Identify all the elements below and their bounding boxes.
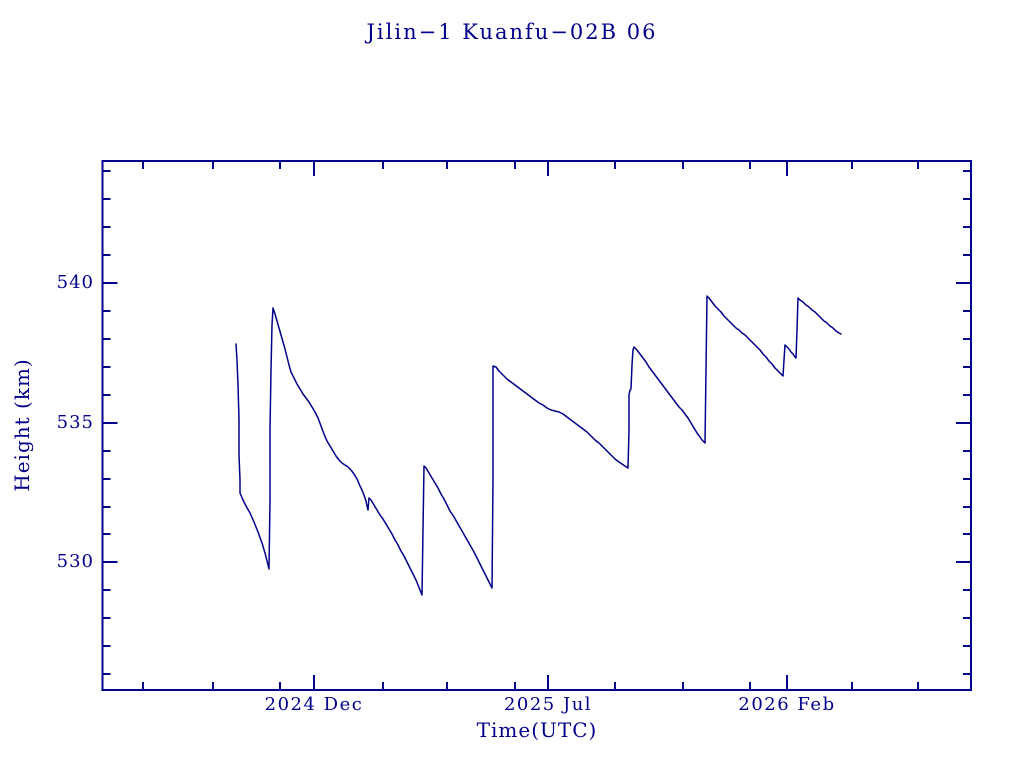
y-tick-label: 540 (56, 272, 94, 293)
x-tick-label: 2025 Jul (503, 694, 593, 715)
x-tick-label: 2026 Feb (738, 694, 836, 715)
x-axis-title: Time(UTC) (476, 718, 598, 742)
y-tick-label: 530 (56, 551, 94, 572)
x-tick-label: 2024 Dec (264, 694, 364, 715)
plot-frame (101, 160, 972, 691)
y-tick-label: 535 (56, 412, 94, 433)
y-axis-title: Height (km) (10, 358, 34, 491)
data-line (235, 295, 842, 596)
chart-title: Jilin−1 Kuanfu−02B 06 (366, 20, 658, 44)
